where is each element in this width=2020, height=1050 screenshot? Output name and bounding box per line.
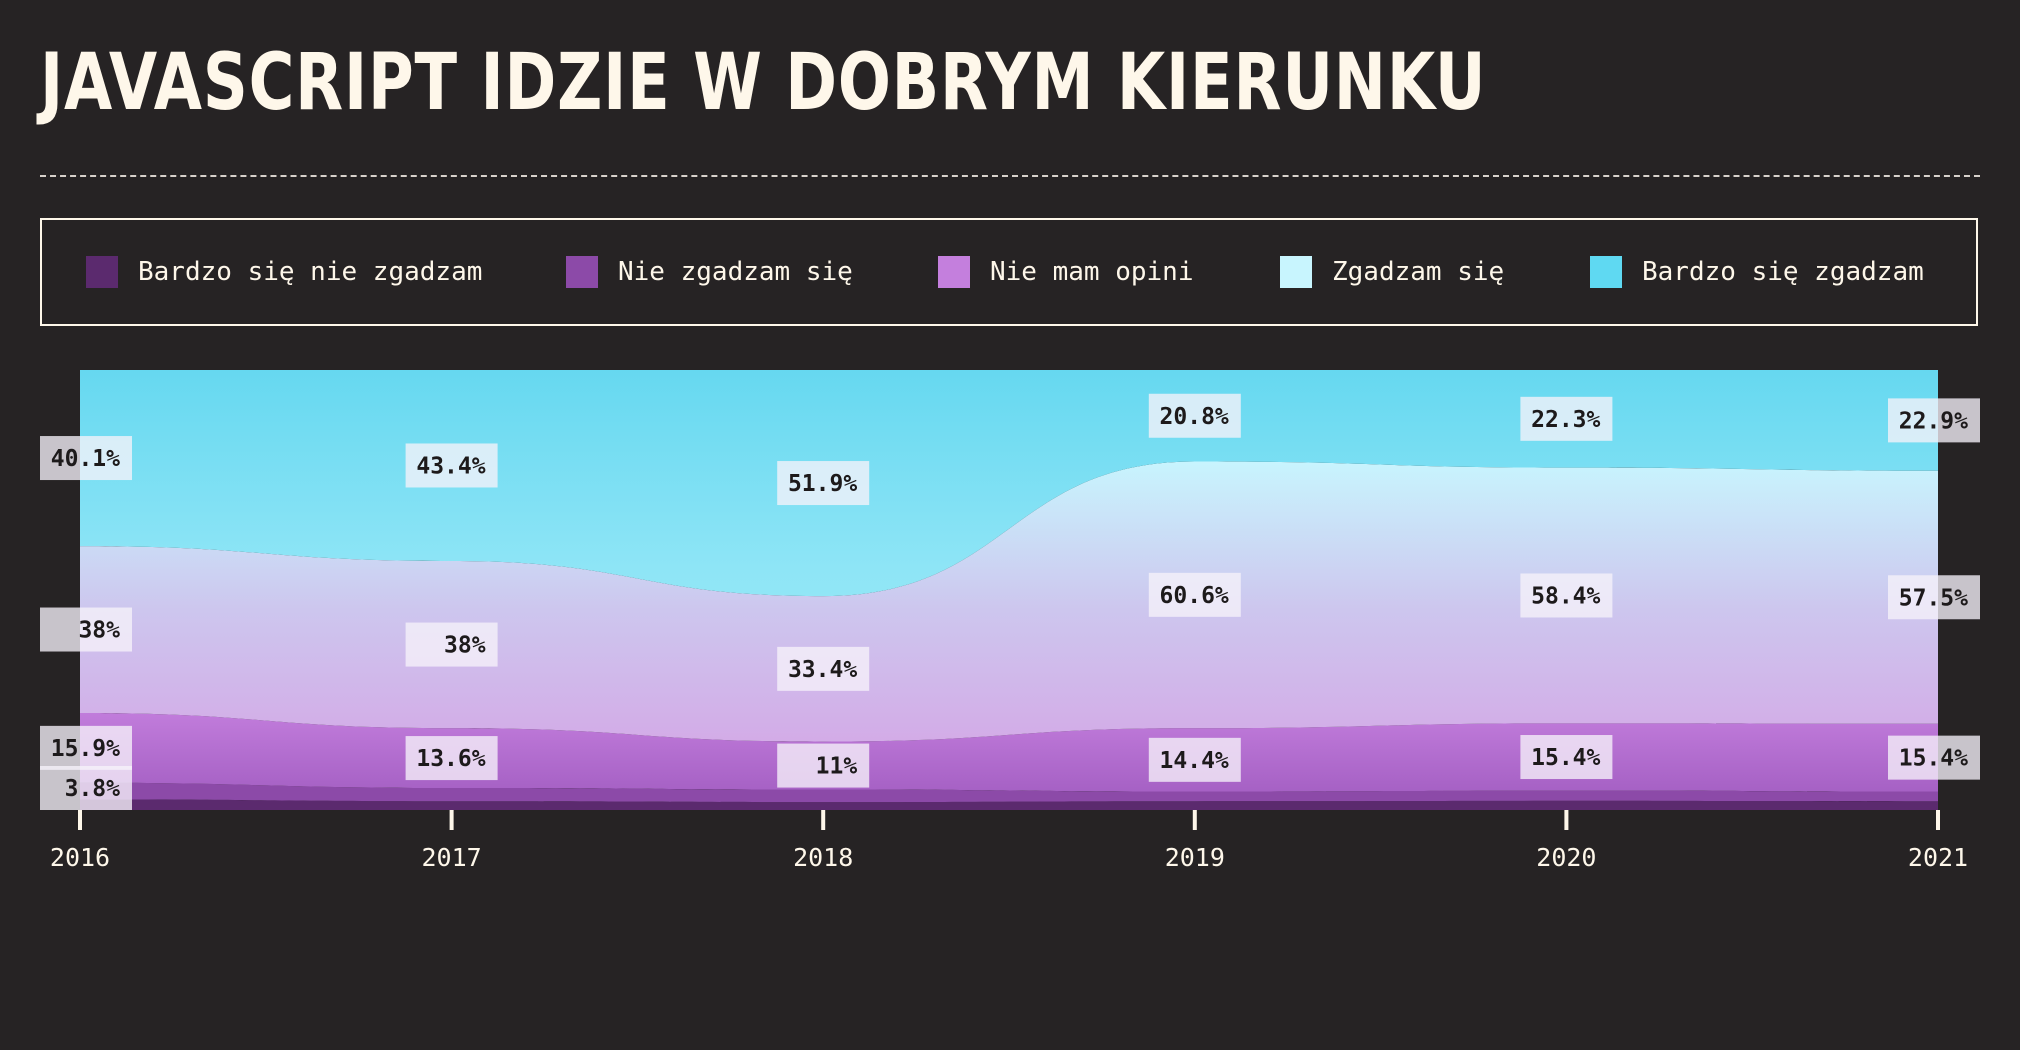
- area-strongly-agree: [80, 370, 1938, 597]
- data-label-strongly-agree-2017: 43.4%: [405, 443, 498, 488]
- data-label-strongly-agree-2021: 22.9%: [1888, 398, 1980, 443]
- legend-swatch-disagree: [566, 256, 598, 288]
- data-label-text: 15.4%: [1531, 745, 1600, 771]
- data-label-text: 11%: [816, 754, 858, 780]
- legend-label-agree: Zgadzam się: [1332, 257, 1505, 287]
- data-labels: 3.8% 15.9% 13.6% 11% 14.4% 15.4% 15.4% 38% 38% 33…: [40, 393, 1980, 810]
- data-label-neutral-2020: 15.4%: [1520, 735, 1613, 780]
- legend-swatch-agree: [1280, 256, 1312, 288]
- x-tick-2016: [78, 810, 82, 830]
- data-label-box: [1888, 398, 1980, 443]
- data-label-text: 22.9%: [1899, 408, 1968, 434]
- area-disagree: [80, 782, 1938, 803]
- legend-item-disagree[interactable]: Nie zgadzam się: [566, 220, 853, 324]
- data-label-text: 51.9%: [788, 471, 857, 497]
- x-tick-2021: [1936, 810, 1940, 830]
- data-label-neutral-2017: 13.6%: [405, 736, 498, 781]
- data-label-strongly-agree-2020: 22.3%: [1520, 396, 1613, 441]
- data-label-text: 20.8%: [1160, 404, 1229, 430]
- legend-label-strongly-agree: Bardzo się zgadzam: [1642, 257, 1924, 287]
- data-label-box: [40, 607, 132, 652]
- legend-label-disagree: Nie zgadzam się: [618, 257, 853, 287]
- x-tick-2020: [1564, 810, 1569, 830]
- data-label-box: [1888, 575, 1980, 620]
- data-label-agree-2019: 60.6%: [1148, 572, 1241, 617]
- data-label-neutral-2016: 15.9%: [40, 725, 132, 770]
- data-label-text: 15.9%: [51, 736, 120, 762]
- x-tick-label-2018: 2018: [793, 843, 853, 872]
- area-layers: [80, 370, 1938, 810]
- data-label-neutral-2018: 11%: [777, 743, 870, 788]
- data-label-box: [777, 743, 870, 788]
- data-label-text: 57.5%: [1899, 585, 1968, 611]
- legend-item-neutral[interactable]: Nie mam opini: [938, 220, 1194, 324]
- x-tick-label-2020: 2020: [1536, 843, 1596, 872]
- data-label-box: [40, 436, 132, 481]
- chart-legend: Bardzo się nie zgadzam Nie zgadzam się N…: [40, 218, 1978, 326]
- data-label-disagree-2016: 3.8%: [40, 766, 132, 810]
- x-tick-label-2019: 2019: [1165, 843, 1225, 872]
- area-neutral: [80, 712, 1938, 792]
- data-label-box: [405, 443, 498, 488]
- data-label-text: 22.3%: [1531, 407, 1600, 433]
- data-label-strongly-agree-2016: 40.1%: [40, 436, 132, 481]
- x-axis-tick-labels: 2016 2017 2018 2019 2020 2021: [50, 843, 1968, 872]
- data-label-strongly-agree-2019: 20.8%: [1148, 393, 1241, 438]
- x-tick-label-2017: 2017: [421, 843, 481, 872]
- data-label-box: [1888, 735, 1980, 780]
- data-label-neutral-2021: 15.4%: [1888, 735, 1980, 780]
- data-label-text: 14.4%: [1160, 748, 1229, 774]
- data-label-box: [40, 766, 132, 810]
- data-label-strongly-agree-2018: 51.9%: [777, 461, 870, 506]
- data-label-agree-2017: 38%: [405, 622, 498, 667]
- legend-label-neutral: Nie mam opini: [990, 257, 1194, 287]
- data-label-text: 3.8%: [65, 776, 121, 802]
- data-label-text: 33.4%: [788, 657, 857, 683]
- area-agree: [80, 461, 1938, 742]
- data-label-box: [405, 622, 498, 667]
- legend-item-agree[interactable]: Zgadzam się: [1280, 220, 1504, 324]
- legend-label-strongly-disagree: Bardzo się nie zgadzam: [138, 257, 483, 287]
- legend-item-strongly-disagree[interactable]: Bardzo się nie zgadzam: [86, 220, 482, 324]
- data-label-agree-2016: 38%: [40, 607, 132, 652]
- x-tick-label-2016: 2016: [50, 843, 110, 872]
- data-label-box: [777, 646, 870, 691]
- data-label-box: [1520, 735, 1613, 780]
- data-label-text: 40.1%: [51, 446, 120, 472]
- x-axis-ticks: [78, 810, 1940, 830]
- chart-title: JAVASCRIPT IDZIE W DOBRYM KIERUNKU: [40, 38, 1487, 128]
- data-label-text: 60.6%: [1160, 583, 1229, 609]
- x-tick-2017: [449, 810, 454, 830]
- legend-item-strongly-agree[interactable]: Bardzo się zgadzam: [1590, 220, 1924, 324]
- data-label-text: 38%: [78, 618, 120, 644]
- data-label-text: 15.4%: [1899, 746, 1968, 772]
- data-label-text: 38%: [444, 633, 486, 659]
- legend-swatch-strongly-disagree: [86, 256, 118, 288]
- x-tick-2019: [1192, 810, 1197, 830]
- data-label-box: [405, 736, 498, 781]
- data-label-box: [1148, 737, 1241, 782]
- title-divider: [40, 175, 1980, 177]
- data-label-box: [1148, 572, 1241, 617]
- data-label-box: [1520, 573, 1613, 618]
- data-label-text: 58.4%: [1531, 583, 1600, 609]
- x-tick-label-2021: 2021: [1908, 843, 1968, 872]
- data-label-neutral-2019: 14.4%: [1148, 737, 1241, 782]
- data-label-box: [1520, 396, 1613, 441]
- area-strongly-disagree: [80, 799, 1938, 810]
- data-label-agree-2021: 57.5%: [1888, 575, 1980, 620]
- data-label-agree-2018: 33.4%: [777, 646, 870, 691]
- data-label-box: [40, 725, 132, 770]
- legend-swatch-strongly-agree: [1590, 256, 1622, 288]
- data-label-agree-2020: 58.4%: [1520, 573, 1613, 618]
- legend-swatch-neutral: [938, 256, 970, 288]
- data-label-box: [777, 461, 870, 506]
- data-label-text: 13.6%: [416, 746, 485, 772]
- x-tick-2018: [821, 810, 826, 830]
- data-label-text: 43.4%: [416, 453, 485, 479]
- data-label-box: [1148, 393, 1241, 438]
